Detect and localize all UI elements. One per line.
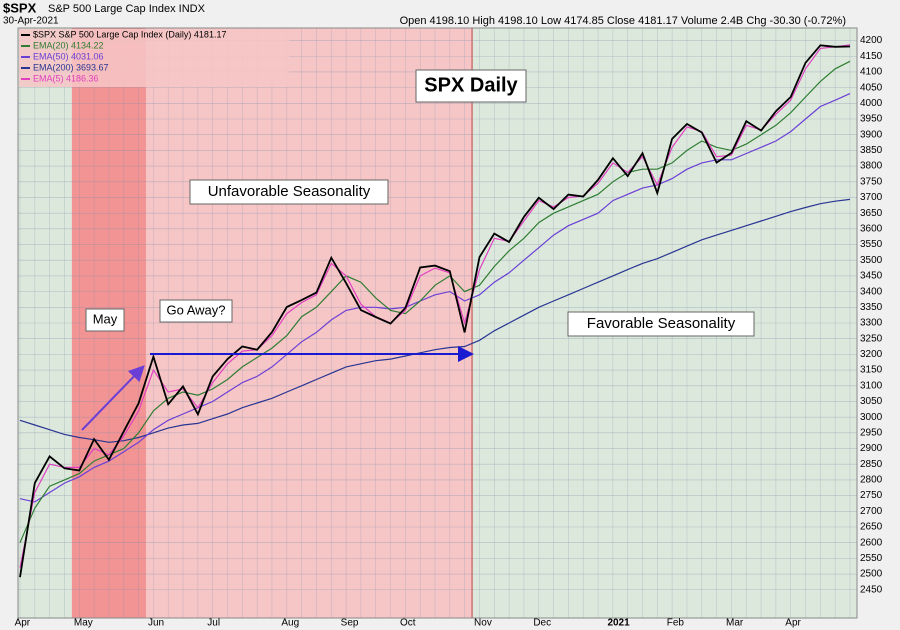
x-tick-label: Apr [15,618,31,629]
y-tick-label: 3850 [860,145,883,156]
y-tick-label: 3600 [860,223,883,234]
x-tick-label: May [74,618,93,629]
x-tick-label: Oct [400,618,416,629]
series-line [19,198,851,443]
y-tick-label: 2450 [860,584,883,595]
y-tick-label: 2550 [860,553,883,564]
y-tick-label: 3900 [860,129,883,140]
y-tick-label: 4150 [860,51,883,62]
y-tick-label: 3400 [860,286,883,297]
series-line [19,44,851,578]
series-line [19,93,851,503]
x-tick-label: Jun [148,618,164,629]
title-box [415,69,527,103]
y-tick-label: 3050 [860,396,883,407]
x-tick-label: Jul [207,618,220,629]
y-tick-label: 3550 [860,239,883,250]
x-tick-label: 2021 [607,618,630,629]
x-tick-label: Feb [667,618,685,629]
y-tick-label: 2700 [860,506,883,517]
x-tick-label: Apr [785,618,801,629]
legend-label: $SPX S&P 500 Large Cap Index (Daily) 418… [33,29,226,39]
x-tick-label: Mar [726,618,744,629]
x-tick-label: Sep [341,618,359,629]
y-tick-label: 3350 [860,302,883,313]
quote: Open 4198.10 High 4198.10 Low 4174.85 Cl… [400,15,846,27]
y-tick-label: 3700 [860,192,883,203]
y-tick-label: 3450 [860,271,883,282]
y-tick-label: 3100 [860,380,883,391]
chart-title: SPX Daily [424,74,518,96]
shade-unfavorable [145,28,473,618]
y-tick-label: 4050 [860,82,883,93]
y-tick-label: 4100 [860,67,883,78]
y-tick-label: 3750 [860,176,883,187]
legend-label: EMA(20) 4134.22 [33,40,104,50]
x-tick-label: Dec [533,618,551,629]
annotation: Go Away? [166,302,225,317]
y-tick-label: 3800 [860,161,883,172]
y-tick-label: 2600 [860,537,883,548]
x-tick-label: Aug [281,618,299,629]
annotation-box [567,311,755,337]
y-tick-label: 2950 [860,427,883,438]
y-tick-label: 2500 [860,569,883,580]
y-tick-label: 3200 [860,349,883,360]
y-tick-label: 2850 [860,459,883,470]
legend-box [19,29,289,87]
annotation-box [85,308,125,332]
y-tick-label: 3500 [860,255,883,266]
y-tick-label: 3150 [860,365,883,376]
y-tick-label: 2900 [860,443,883,454]
y-tick-label: 3650 [860,208,883,219]
annotation: Unfavorable Seasonality [208,183,371,200]
series-line [19,44,851,568]
series-line [19,60,851,543]
annotation: May [93,311,118,326]
lines [19,44,851,578]
y-tick-label: 3300 [860,318,883,329]
y-tick-label: 3250 [860,333,883,344]
legend-label: EMA(50) 4031.06 [33,51,104,61]
legend: $SPX S&P 500 Large Cap Index (Daily) 418… [19,29,289,87]
annotation-box [189,179,389,205]
y-tick-label: 4200 [860,35,883,46]
y-tick-label: 3000 [860,412,883,423]
date: 30-Apr-2021 [3,16,59,27]
trend-arrow [81,365,145,431]
y-tick-label: 2750 [860,490,883,501]
y-tick-label: 4000 [860,98,883,109]
annotation-box [159,299,233,323]
x-tick-label: Nov [474,618,492,629]
y-tick-label: 2650 [860,522,883,533]
index-name: S&P 500 Large Cap Index INDX [48,3,206,15]
plot-frame [17,27,858,619]
y-tick-label: 3950 [860,114,883,125]
symbol: $SPX [3,0,37,15]
legend-label: EMA(200) 3693.67 [33,62,109,72]
y-tick-label: 2800 [860,475,883,486]
legend-label: EMA(5) 4186.36 [33,73,99,83]
annotation: Favorable Seasonality [587,315,736,332]
